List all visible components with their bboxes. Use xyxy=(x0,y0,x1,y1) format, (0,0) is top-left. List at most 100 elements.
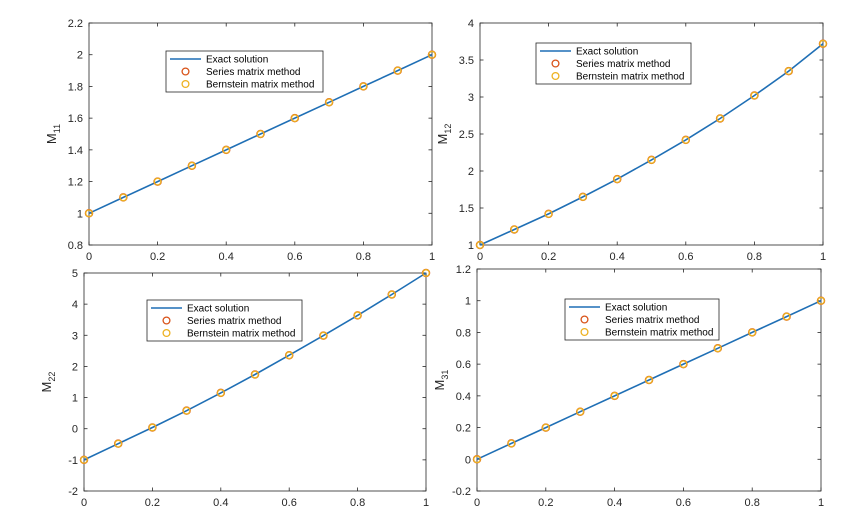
series-marker-bernstein-matrix xyxy=(819,39,827,48)
legend-box xyxy=(564,298,720,341)
series-marker-bernstein-matrix xyxy=(610,391,619,400)
y-tick-label: 0.2 xyxy=(456,423,471,435)
legend-marker-swatch xyxy=(181,79,190,89)
x-tick-label: 0.2 xyxy=(150,251,165,263)
x-tick-label: 1 xyxy=(818,497,824,509)
y-axis-label-subscript: 22 xyxy=(47,372,57,382)
y-tick-label: 1.4 xyxy=(68,145,83,157)
legend-entry-label: Bernstein matrix method xyxy=(206,80,314,91)
series-marker-bernstein-matrix xyxy=(782,312,791,321)
y-tick-label: 1.5 xyxy=(459,203,474,215)
series-marker-bernstein-matrix xyxy=(387,290,396,299)
x-tick-label: 0.4 xyxy=(610,251,625,263)
x-tick-label: 0.6 xyxy=(287,251,302,263)
legend-marker-swatch xyxy=(181,67,190,76)
legend-entry-label: Bernstein matrix method xyxy=(605,328,713,339)
series-marker-bernstein-matrix xyxy=(544,209,553,218)
series-marker-bernstein-matrix xyxy=(613,175,622,184)
y-tick-label: 3 xyxy=(468,92,474,104)
x-tick-label: 0.6 xyxy=(282,497,297,509)
x-tick-label: 0.2 xyxy=(538,497,553,509)
x-tick-label: 1 xyxy=(820,251,826,263)
legend-entry-label: Exact solution xyxy=(206,55,268,66)
y-axis-label-main: M xyxy=(44,133,59,144)
x-tick-label: 0.6 xyxy=(676,497,691,509)
legend-box xyxy=(165,50,324,93)
series-marker-bernstein-matrix xyxy=(422,269,430,277)
chart-panel-4: 0 0.2 0.4 0.6 0.8 1-0.200.20.40.60.811.2M31Ex… xyxy=(432,264,826,509)
y-axis-label-subscript: 31 xyxy=(440,370,450,380)
y-tick-label: 0 xyxy=(72,424,78,436)
series-marker-bernstein-matrix xyxy=(716,114,725,123)
series-marker-bernstein-matrix xyxy=(428,50,436,59)
y-axis-label-subscript: 12 xyxy=(443,124,453,134)
series-marker-bernstein-matrix xyxy=(85,209,93,218)
y-tick-label: 0.8 xyxy=(456,327,471,339)
series-marker-bernstein-matrix xyxy=(187,161,196,170)
series-line-exact-solution xyxy=(476,299,822,461)
y-tick-label: 3.5 xyxy=(459,55,474,67)
series-marker-bernstein-matrix xyxy=(80,455,88,464)
y-axis-label-main: M xyxy=(435,134,450,145)
series-marker-bernstein-matrix xyxy=(182,406,191,415)
series-line-exact-solution xyxy=(88,53,433,215)
y-tick-label: 2 xyxy=(468,166,474,178)
series-marker-bernstein-matrix xyxy=(713,344,722,353)
y-axis-label: M22 xyxy=(39,372,57,393)
y-tick-label: 1 xyxy=(77,208,83,220)
x-tick-label: 0 xyxy=(86,251,92,263)
chart-panel-3: 0 0.2 0.4 0.6 0.8 1 -2 -1 0 1 2 3 4 5 M22 Exact solutio… xyxy=(39,268,431,509)
y-tick-label: 0 xyxy=(465,454,471,466)
series-marker-bernstein-matrix xyxy=(576,407,585,416)
y-tick-label: 2.5 xyxy=(459,129,474,141)
legend-marker-swatch xyxy=(580,327,589,337)
series-marker-bernstein-matrix xyxy=(679,360,688,369)
series-line-exact-solution xyxy=(479,43,824,246)
series-marker-bernstein-matrix xyxy=(681,135,690,144)
y-tick-label: 4 xyxy=(72,299,78,311)
series-marker-bernstein-matrix xyxy=(507,439,516,448)
x-tick-label: 0.2 xyxy=(145,497,160,509)
series-marker-bernstein-matrix xyxy=(148,423,157,432)
legend-marker-swatch xyxy=(551,59,560,68)
y-tick-label: 1.2 xyxy=(68,177,83,189)
axes-box xyxy=(83,272,427,492)
y-tick-label: 1 xyxy=(72,393,78,405)
y-tick-label: 2 xyxy=(72,361,78,373)
y-tick-label: -0.2 xyxy=(452,486,471,498)
series-marker-bernstein-matrix xyxy=(325,98,334,107)
series-marker-bernstein-matrix xyxy=(541,423,550,432)
legend-box xyxy=(535,42,692,85)
x-tick-label: 0.6 xyxy=(678,251,693,263)
y-axis-label-subscript: 11 xyxy=(52,124,62,133)
series-marker-bernstein-matrix xyxy=(748,328,757,337)
series-marker-bernstein-matrix xyxy=(222,145,231,154)
series-marker-bernstein-matrix xyxy=(251,370,259,379)
y-tick-label: 1 xyxy=(465,296,471,308)
x-tick-label: 0.8 xyxy=(356,251,371,263)
legend-marker-swatch xyxy=(162,328,171,338)
y-tick-label: 3 xyxy=(72,330,78,342)
y-tick-label: 1.6 xyxy=(68,113,83,125)
y-axis-label: M11 xyxy=(44,124,62,144)
series-marker-bernstein-matrix xyxy=(119,193,128,202)
series-marker-bernstein-matrix xyxy=(645,376,653,384)
y-tick-label: 0.4 xyxy=(456,391,471,403)
x-tick-label: 1 xyxy=(429,251,435,263)
y-tick-label: 2 xyxy=(77,50,83,62)
y-tick-label: 0.8 xyxy=(68,240,83,252)
x-tick-label: 0.2 xyxy=(541,251,556,263)
y-axis-label-main: M xyxy=(432,380,447,391)
series-marker-bernstein-matrix xyxy=(153,177,162,186)
legend-marker-swatch xyxy=(162,316,171,325)
y-tick-label: 4 xyxy=(468,18,474,30)
legend-entry-label: Series matrix method xyxy=(187,316,281,327)
series-marker-bernstein-matrix xyxy=(817,296,825,305)
x-tick-label: 0.4 xyxy=(219,251,234,263)
x-tick-label: 0 xyxy=(474,497,480,509)
y-axis-label: M31 xyxy=(432,370,450,391)
